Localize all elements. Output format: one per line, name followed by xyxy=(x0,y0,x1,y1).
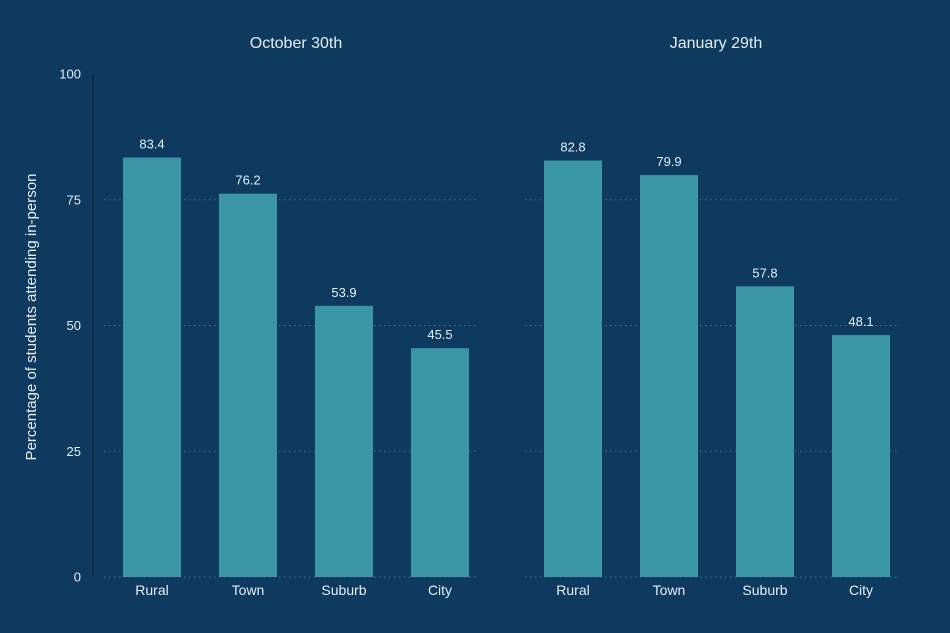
panel-title: January 29th xyxy=(670,35,763,52)
bar xyxy=(219,193,277,578)
data-label: 76.2 xyxy=(235,173,260,188)
panel-title: October 30th xyxy=(250,35,343,52)
bar xyxy=(544,160,602,578)
data-label: 48.1 xyxy=(848,314,873,329)
y-axis-title: Percentage of students attending in-pers… xyxy=(23,174,40,461)
data-label: 53.9 xyxy=(331,285,356,300)
x-tick-label: Rural xyxy=(556,582,589,598)
bar xyxy=(315,305,373,577)
x-tick-label: Town xyxy=(232,582,265,598)
data-label: 82.8 xyxy=(560,140,585,155)
bar xyxy=(640,175,698,577)
bar xyxy=(123,157,181,578)
y-tick-label: 75 xyxy=(67,192,81,207)
x-tick-label: Suburb xyxy=(742,582,787,598)
x-tick-label: City xyxy=(849,582,873,598)
y-tick-label: 100 xyxy=(59,67,81,82)
data-label: 57.8 xyxy=(752,265,777,280)
x-tick-label: Town xyxy=(653,582,686,598)
data-label: 45.5 xyxy=(427,327,452,342)
y-tick-label: 50 xyxy=(67,318,81,333)
x-tick-label: Rural xyxy=(135,582,168,598)
y-tick-label: 25 xyxy=(67,444,81,459)
bar xyxy=(832,335,890,577)
data-label: 79.9 xyxy=(656,154,681,169)
y-tick-label: 0 xyxy=(74,570,81,585)
bar xyxy=(736,286,794,577)
bar xyxy=(411,348,469,577)
x-tick-label: City xyxy=(428,582,452,598)
data-label: 83.4 xyxy=(139,136,164,151)
x-tick-label: Suburb xyxy=(321,582,366,598)
